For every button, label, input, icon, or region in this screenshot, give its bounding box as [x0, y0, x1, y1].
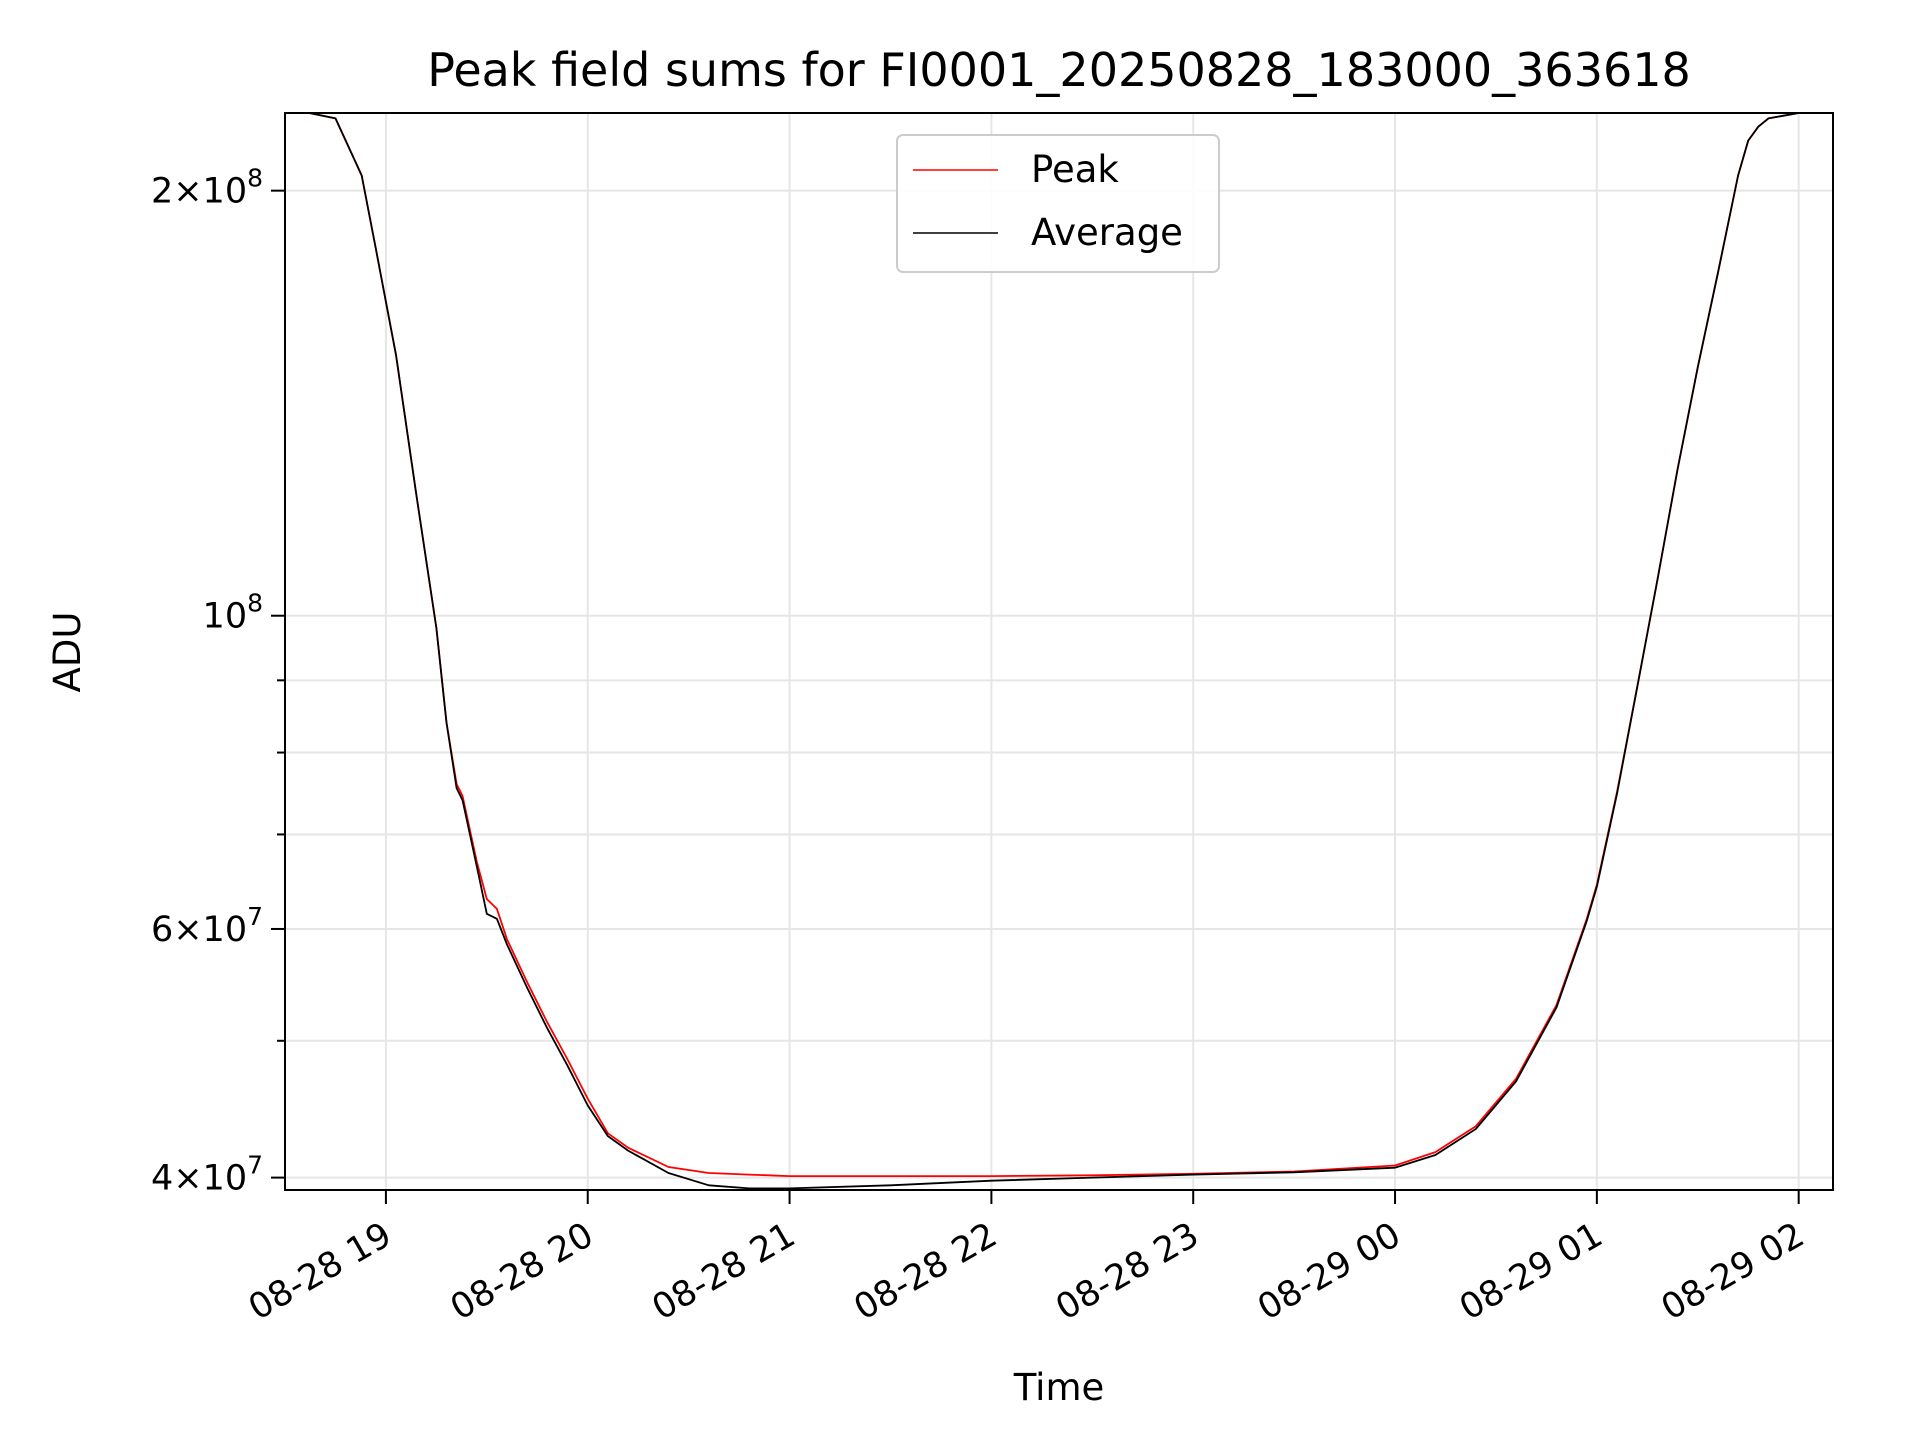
data-point-average — [990, 1180, 993, 1182]
data-point-average — [526, 987, 528, 989]
data-point-peak — [667, 1166, 670, 1168]
data-point-peak — [546, 1022, 549, 1024]
data-point-average — [1293, 1171, 1295, 1173]
data-point-peak — [889, 1175, 892, 1177]
data-point-average — [506, 943, 508, 946]
data-point-peak — [1434, 1151, 1436, 1153]
data-point-average — [1555, 1006, 1558, 1009]
grid — [285, 113, 1833, 1190]
data-point-average — [1586, 920, 1588, 922]
data-point-peak — [708, 1172, 710, 1174]
data-point-average — [462, 799, 464, 802]
data-point-average — [587, 1104, 589, 1106]
data-point-average — [748, 1187, 750, 1189]
data-point-average — [1434, 1154, 1436, 1156]
data-point-average — [1515, 1080, 1517, 1082]
data-point-peak — [990, 1175, 993, 1177]
y-axis-label: ADU — [46, 612, 89, 693]
data-point-average — [546, 1028, 549, 1030]
data-point-average — [1091, 1177, 1093, 1179]
legend: Peak Average — [896, 134, 1220, 273]
data-point-average — [889, 1184, 892, 1186]
data-point-average — [1475, 1128, 1477, 1130]
data-point-average — [1616, 793, 1618, 795]
y-axis: 4×107 6×107 108 2×108 — [151, 164, 285, 1199]
data-point-average — [1757, 126, 1759, 128]
data-point-average — [1636, 686, 1638, 688]
data-point-average — [435, 627, 437, 629]
data-point-peak — [1091, 1174, 1093, 1176]
data-point-peak — [789, 1175, 791, 1177]
data-point-average — [667, 1172, 670, 1174]
data-point-peak — [486, 898, 488, 900]
data-point-average — [486, 913, 488, 915]
data-point-peak — [1475, 1125, 1477, 1127]
legend-label-average: Average — [1031, 211, 1183, 254]
data-point-average — [476, 865, 478, 867]
data-point-peak — [587, 1098, 589, 1100]
data-point-average — [1656, 579, 1658, 581]
data-point-average — [1767, 117, 1769, 119]
data-point-average — [607, 1135, 609, 1137]
x-axis-label: Time — [1013, 1366, 1105, 1409]
y-tick-label: 4×107 — [151, 1151, 263, 1199]
data-point-average — [1717, 271, 1719, 274]
y-tick-label: 2×108 — [151, 164, 263, 212]
data-point-peak — [496, 908, 498, 910]
data-point-average — [361, 174, 363, 177]
data-point-peak — [506, 938, 508, 940]
data-point-average — [1737, 174, 1739, 177]
data-point-average — [1596, 885, 1598, 888]
data-point-average — [1394, 1167, 1396, 1169]
data-point-average — [1747, 140, 1749, 142]
data-point-average — [415, 493, 417, 495]
y-tick-label: 6×107 — [151, 902, 263, 950]
data-point-peak — [567, 1058, 569, 1061]
data-point-average — [1677, 468, 1679, 470]
legend-label-peak: Peak — [1031, 148, 1119, 191]
data-point-average — [789, 1187, 791, 1189]
data-point-peak — [1394, 1164, 1396, 1167]
data-point-average — [334, 117, 337, 119]
data-point-peak — [526, 981, 528, 983]
y-tick-label: 108 — [203, 589, 263, 637]
data-point-peak — [627, 1147, 629, 1149]
data-point-peak — [748, 1174, 750, 1176]
data-point-average — [445, 722, 448, 724]
data-point-average — [456, 787, 458, 789]
data-point-average — [708, 1184, 710, 1186]
data-point-average — [627, 1150, 629, 1152]
plot-frame — [284, 112, 1834, 1191]
data-point-average — [395, 354, 397, 356]
data-point-average — [1192, 1174, 1194, 1176]
data-point-average — [1697, 366, 1699, 368]
chart-title: Peak field sums for FI0001_20250828_1830… — [427, 43, 1691, 97]
data-point-average — [496, 918, 498, 920]
data-point-peak — [607, 1132, 609, 1134]
data-point-average — [567, 1065, 569, 1067]
data-point-average — [375, 247, 377, 250]
data-point-peak — [462, 795, 464, 797]
